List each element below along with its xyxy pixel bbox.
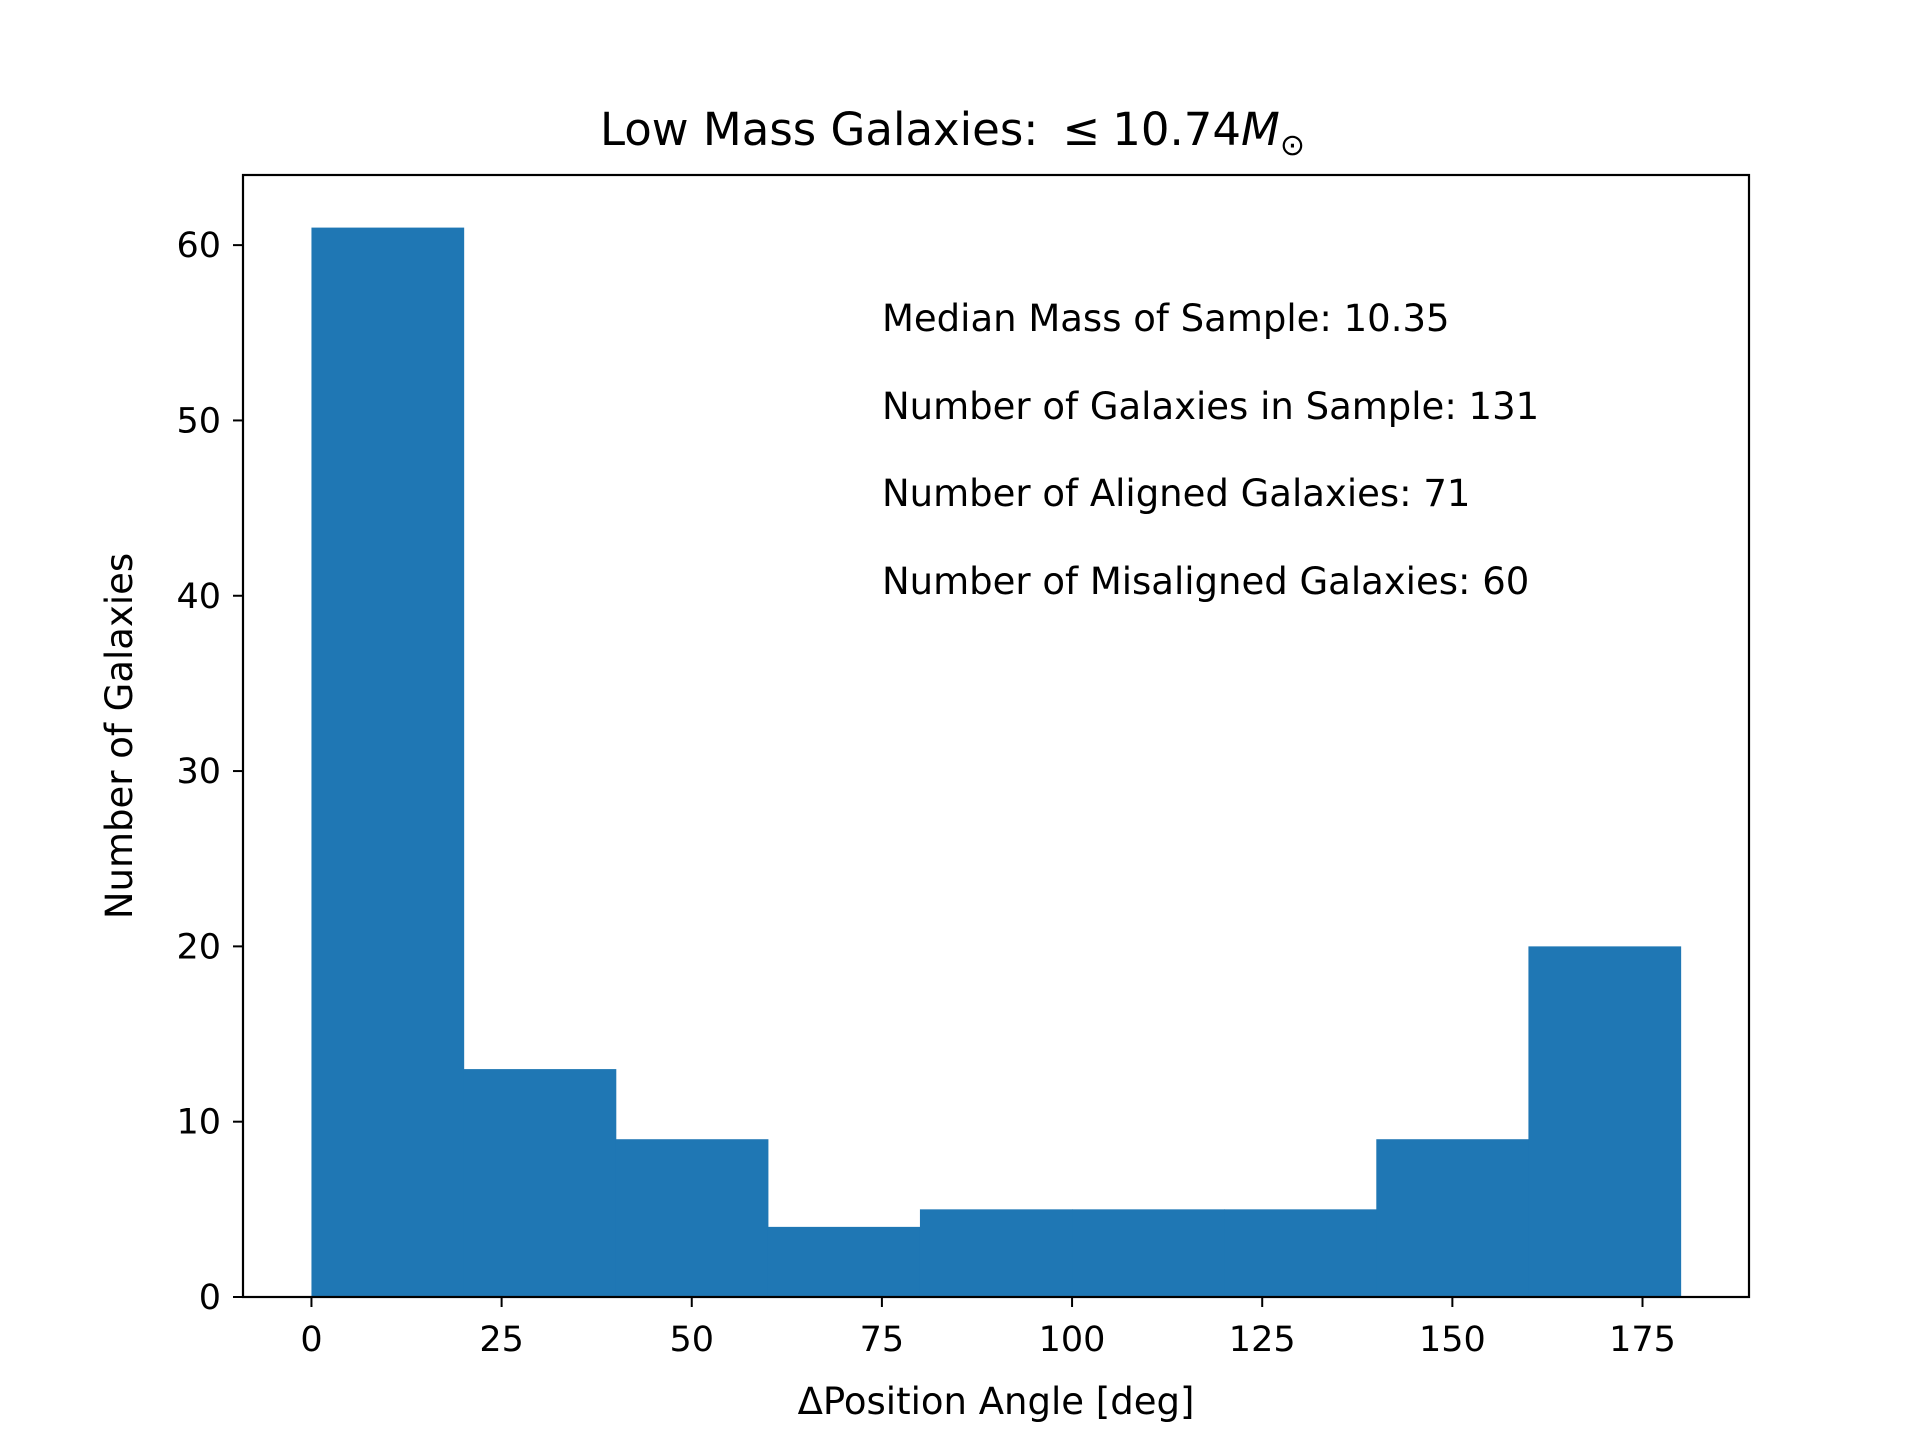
x-axis-ticks: 0 25 50 75 100 125 150 175 (300, 1297, 1676, 1360)
x-tick-label: 0 (300, 1320, 322, 1360)
plot-frame (241, 173, 1751, 1299)
histogram-bar (311, 227, 465, 1297)
annotation-sample-count: Number of Galaxies in Sample: 131 (882, 385, 1539, 428)
x-axis-label: ΔPosition Angle [deg] (798, 1380, 1195, 1423)
y-tick-label: 50 (176, 401, 221, 441)
x-tick-label: 175 (1609, 1320, 1676, 1360)
chart-title-subscript: ⊙ (1280, 128, 1305, 163)
annotation-aligned-count: Number of Aligned Galaxies: 71 (882, 472, 1470, 515)
histogram-bar (1072, 1209, 1225, 1297)
annotation-median-mass: Median Mass of Sample: 10.35 (882, 297, 1450, 340)
y-tick-label: 10 (176, 1103, 221, 1143)
histogram-bar (463, 1069, 617, 1297)
chart-title: Low Mass Galaxies: ≤10.74M⊙ (600, 103, 1305, 163)
y-tick-label: 0 (199, 1278, 221, 1318)
y-tick-label: 20 (176, 927, 221, 967)
x-tick-label: 50 (669, 1320, 714, 1360)
y-axis-ticks: 0 10 20 30 40 50 60 (176, 226, 243, 1318)
y-tick-label: 60 (176, 226, 221, 266)
x-tick-label: 100 (1039, 1320, 1106, 1360)
x-tick-label: 25 (479, 1320, 524, 1360)
x-tick-label: 75 (860, 1320, 905, 1360)
chart-title-symbol: M (1241, 103, 1280, 156)
histogram-bar (615, 1139, 769, 1297)
annotation-misaligned-count: Number of Misaligned Galaxies: 60 (882, 560, 1529, 603)
histogram-bars (311, 227, 1682, 1297)
histogram-bar (1376, 1139, 1530, 1297)
y-axis-label: Number of Galaxies (98, 553, 141, 919)
histogram-bar (1528, 946, 1682, 1297)
histogram-bar (919, 1209, 1073, 1297)
x-tick-label: 150 (1419, 1320, 1486, 1360)
chart-title-relation: ≤ (1062, 103, 1100, 156)
y-tick-label: 40 (176, 577, 221, 617)
y-tick-label: 30 (176, 752, 221, 792)
chart-title-value: 10.74 (1112, 103, 1241, 156)
histogram-bar (767, 1226, 921, 1297)
histogram-bar (1224, 1209, 1377, 1297)
x-tick-label: 125 (1229, 1320, 1296, 1360)
annotation-block: Median Mass of Sample: 10.35 Number of G… (882, 297, 1539, 603)
chart-title-text: Low Mass Galaxies: (600, 103, 1038, 156)
